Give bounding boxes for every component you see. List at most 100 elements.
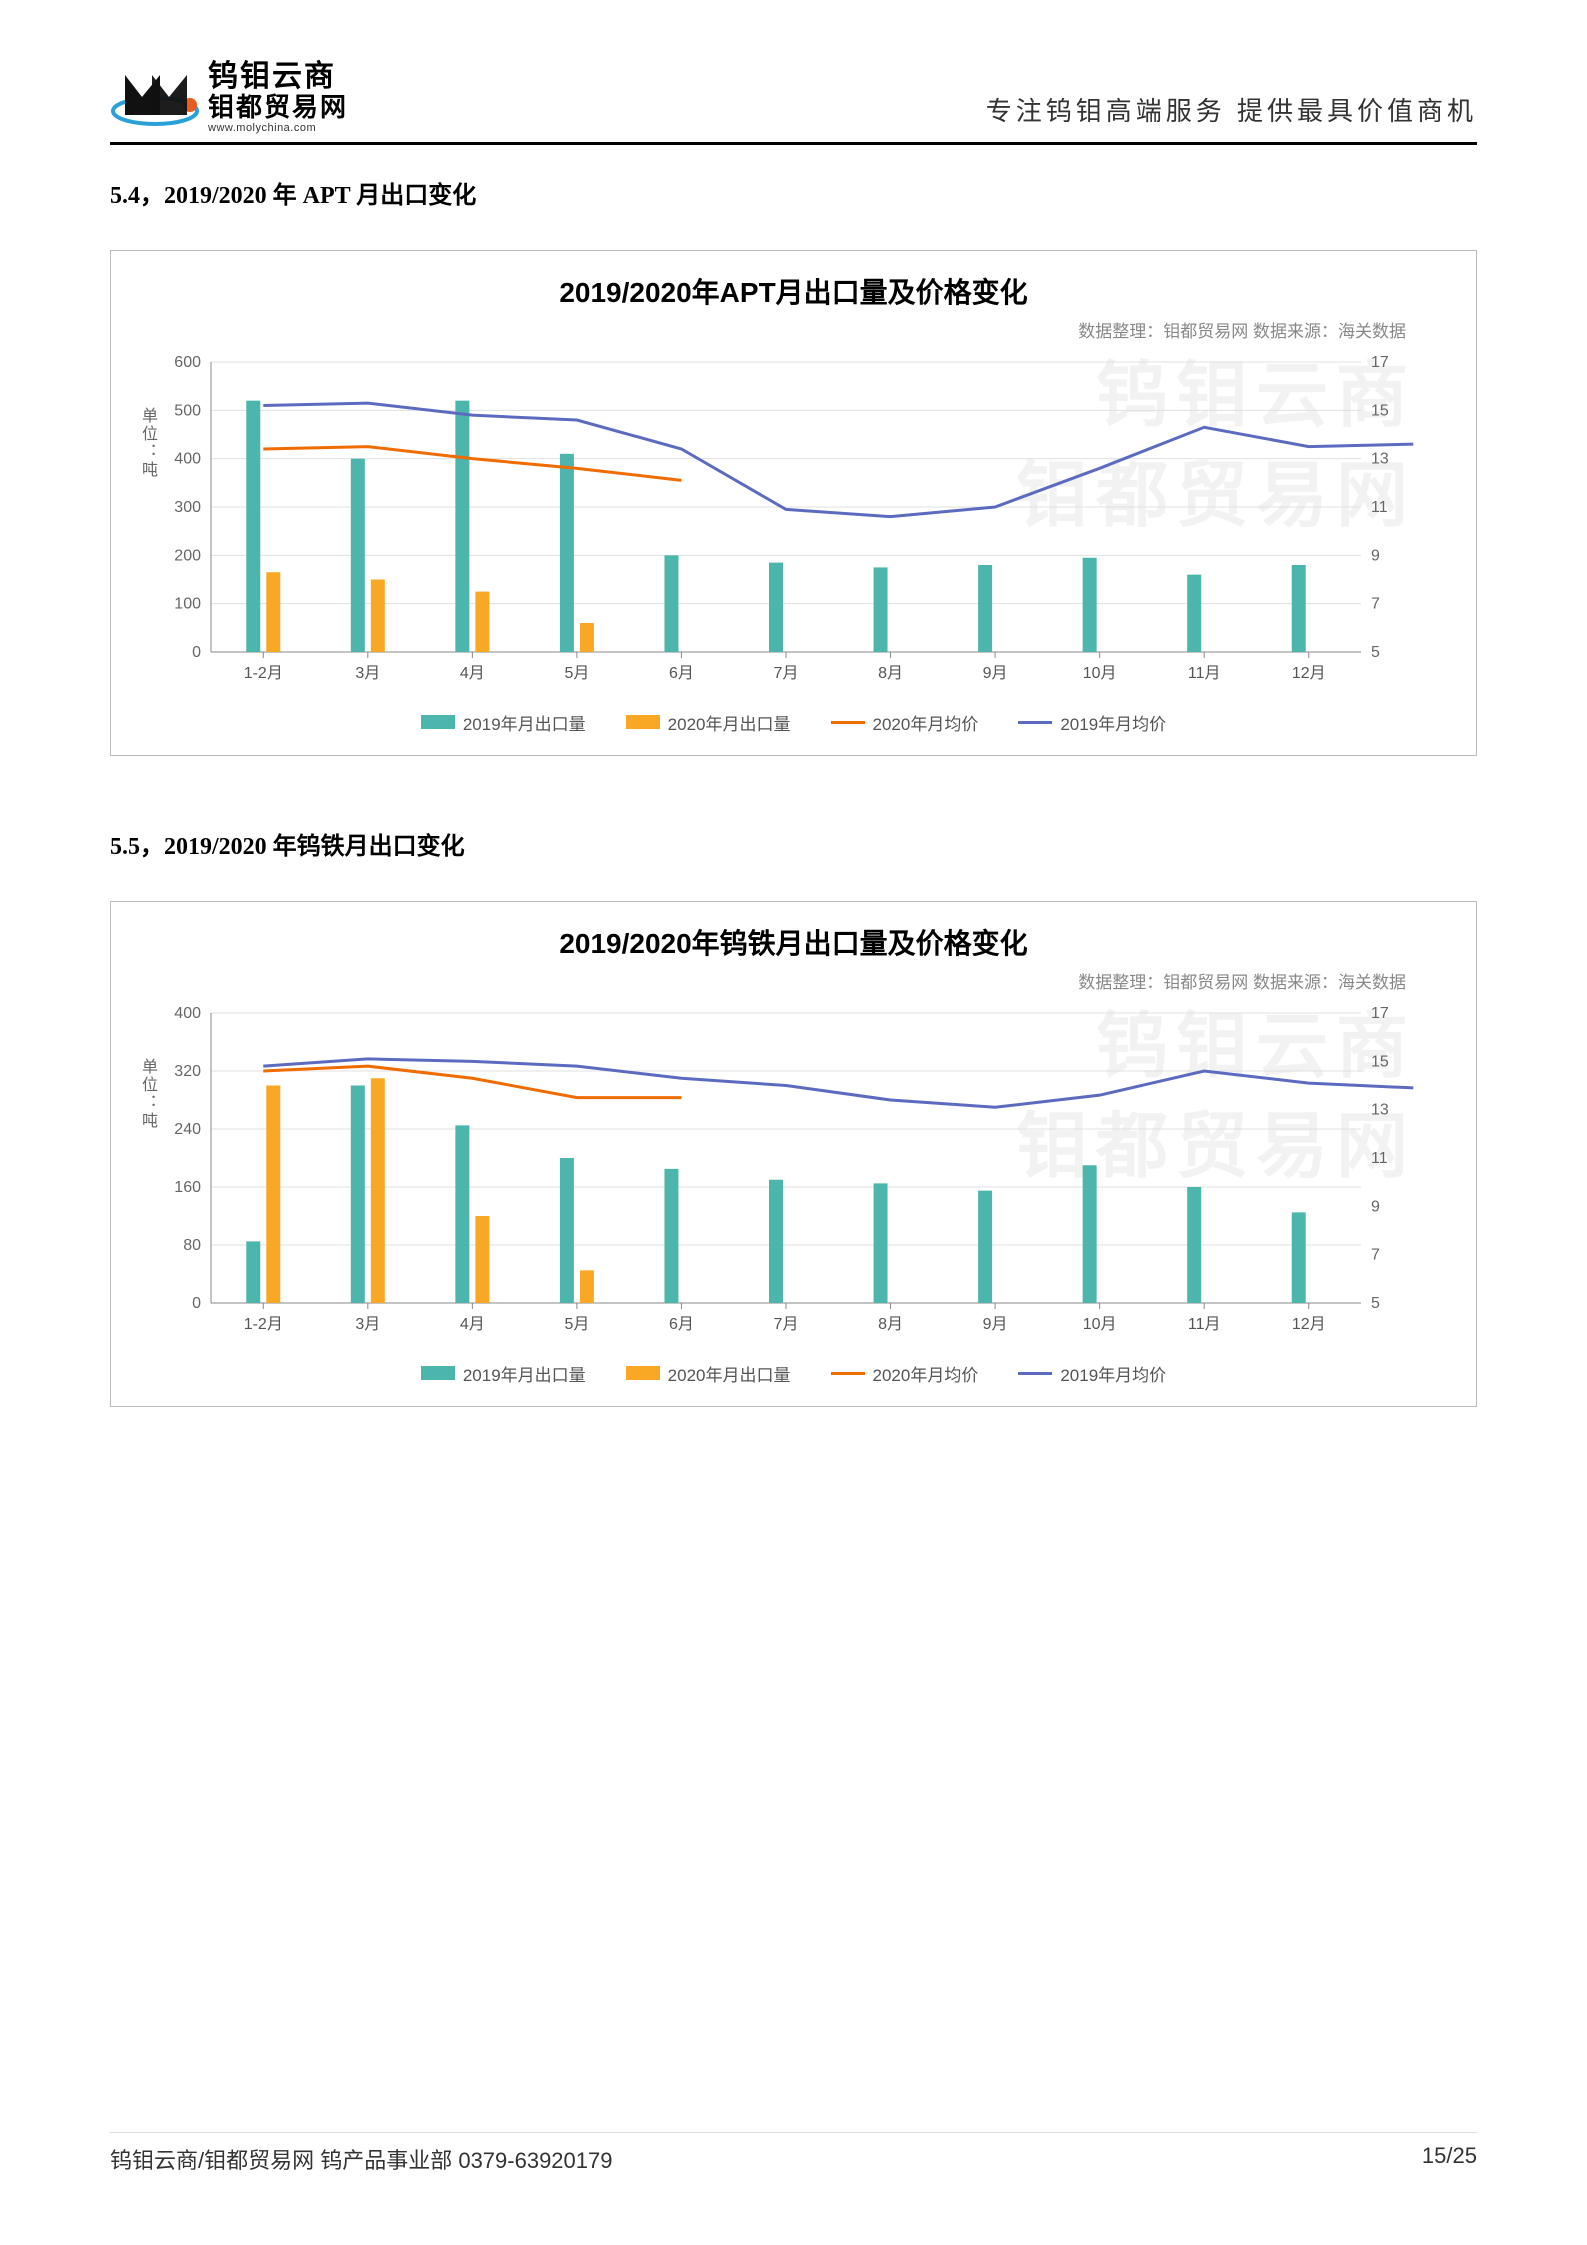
svg-text:400: 400 [174,450,201,467]
svg-text:11: 11 [1371,499,1388,516]
svg-text:600: 600 [174,354,201,371]
svg-text:7月: 7月 [774,1316,799,1333]
svg-text:15: 15 [1371,1053,1389,1070]
chart-1-title: 2019/2020年APT月出口量及价格变化 [141,271,1446,311]
legend-bar-swatch [421,715,455,729]
chart-1-legend: 2019年月出口量 2020年月出口量 2020年月均价 2019年月均价 [141,710,1446,735]
svg-text:7: 7 [1371,595,1380,612]
svg-text:6月: 6月 [669,665,694,682]
legend-item: 2019年月出口量 [421,710,586,735]
svg-text:12月: 12月 [1292,665,1326,682]
legend-label: 2019年月出口量 [463,710,586,735]
legend-label: 2019年月出口量 [463,1361,586,1386]
svg-text:100: 100 [174,595,201,612]
logo-line1: 钨钼云商 [208,60,348,93]
legend-line-swatch [831,1372,865,1375]
logo-text: 钨钼云商 钼都贸易网 www.molychina.com [208,60,348,134]
chart-2-title: 2019/2020年钨铁月出口量及价格变化 [141,922,1446,962]
chart-2-svg: 080160240320400579111315171-2月3月4月5月6月7月… [141,1003,1421,1343]
svg-text:17: 17 [1371,354,1389,371]
logo-icon [110,67,200,127]
svg-text:8月: 8月 [878,665,903,682]
svg-text:160: 160 [174,1179,201,1196]
chart-1-svg: 0 100 200 300 400 500 600 5 7 9 11 13 15 17 1-2月 3月 4月 5月… [141,352,1421,692]
svg-text:7月: 7月 [774,665,799,682]
svg-text:4月: 4月 [460,1316,485,1333]
page-header: 钨钼云商 钼都贸易网 www.molychina.com 专注钨钼高端服务 提供… [110,60,1477,145]
legend-item: 2020年月出口量 [626,1361,791,1386]
svg-text:3月: 3月 [355,665,380,682]
svg-text:5月: 5月 [564,1316,589,1333]
svg-text:13: 13 [1371,450,1389,467]
svg-text:1-2月: 1-2月 [244,665,283,682]
svg-text:17: 17 [1371,1005,1389,1022]
svg-text:9: 9 [1371,547,1380,564]
chart-2-legend: 2019年月出口量 2020年月出口量 2020年月均价 2019年月均价 [141,1361,1446,1386]
logo-block: 钨钼云商 钼都贸易网 www.molychina.com [110,60,348,134]
footer-page: 15/25 [1422,2143,1477,2175]
chart-1-source: 数据整理：钼都贸易网 数据来源：海关数据 [141,317,1446,342]
legend-label: 2019年月均价 [1060,1361,1166,1386]
svg-text:300: 300 [174,499,201,516]
svg-text:10月: 10月 [1083,1316,1117,1333]
logo-url: www.molychina.com [208,122,348,134]
svg-text:5月: 5月 [564,665,589,682]
page-total: 25 [1453,2143,1477,2168]
legend-item: 2020年月均价 [831,1361,979,1386]
svg-text:0: 0 [192,644,201,661]
svg-text:200: 200 [174,547,201,564]
svg-text:5: 5 [1371,1295,1380,1312]
footer-left: 钨钼云商/钼都贸易网 钨产品事业部 0379-63920179 [110,2143,613,2175]
svg-text:4月: 4月 [460,665,485,682]
svg-text:7: 7 [1371,1246,1380,1263]
svg-text:10月: 10月 [1083,665,1117,682]
svg-text:9: 9 [1371,1198,1380,1215]
legend-label: 2019年月均价 [1060,710,1166,735]
svg-text:5: 5 [1371,644,1380,661]
svg-text:1-2月: 1-2月 [244,1316,283,1333]
legend-item: 2019年月均价 [1018,710,1166,735]
chart-2-container: 钨钼云商 钼都贸易网 2019/2020年钨铁月出口量及价格变化 数据整理：钼都… [110,901,1477,1407]
svg-text:12月: 12月 [1292,1316,1326,1333]
svg-text:320: 320 [174,1063,201,1080]
logo-line2: 钼都贸易网 [208,93,348,122]
legend-bar-swatch [626,1366,660,1380]
legend-label: 2020年月出口量 [668,1361,791,1386]
page-footer: 钨钼云商/钼都贸易网 钨产品事业部 0379-63920179 15/25 [110,2132,1477,2175]
legend-line-swatch [1018,1372,1052,1375]
svg-text:15: 15 [1371,402,1389,419]
legend-label: 2020年月均价 [873,1361,979,1386]
svg-text:240: 240 [174,1121,201,1138]
section-title-2: 5.5，2019/2020 年钨铁月出口变化 [110,826,1477,861]
svg-text:80: 80 [183,1237,201,1254]
header-tagline: 专注钨钼高端服务 提供最具价值商机 [986,91,1477,134]
section-title-1: 5.4，2019/2020 年 APT 月出口变化 [110,175,1477,210]
svg-text:0: 0 [192,1295,201,1312]
svg-text:6月: 6月 [669,1316,694,1333]
svg-text:9月: 9月 [983,1316,1008,1333]
legend-item: 2020年月出口量 [626,710,791,735]
svg-text:11月: 11月 [1188,1316,1221,1333]
legend-label: 2020年月均价 [873,710,979,735]
chart-2-y-label: 单位：吨 [135,1058,159,1130]
chart-1-body: 单位：吨 0100200300400500600579111315171-2月3… [141,352,1446,692]
legend-item: 2019年月均价 [1018,1361,1166,1386]
legend-label: 2020年月出口量 [668,710,791,735]
legend-bar-swatch [421,1366,455,1380]
svg-text:500: 500 [174,402,201,419]
legend-line-swatch [831,721,865,724]
svg-text:11月: 11月 [1188,665,1221,682]
legend-line-swatch [1018,721,1052,724]
svg-text:8月: 8月 [878,1316,903,1333]
legend-item: 2020年月均价 [831,710,979,735]
page-current: 15 [1422,2143,1446,2168]
chart-2-source: 数据整理：钼都贸易网 数据来源：海关数据 [141,968,1446,993]
svg-text:3月: 3月 [355,1316,380,1333]
svg-text:400: 400 [174,1005,201,1022]
legend-item: 2019年月出口量 [421,1361,586,1386]
legend-bar-swatch [626,715,660,729]
svg-text:13: 13 [1371,1101,1389,1118]
svg-text:9月: 9月 [983,665,1008,682]
chart-2-body: 单位：吨 080160240320400579111315171-2月3月4月5… [141,1003,1446,1343]
chart-1-y-label: 单位：吨 [135,407,159,479]
